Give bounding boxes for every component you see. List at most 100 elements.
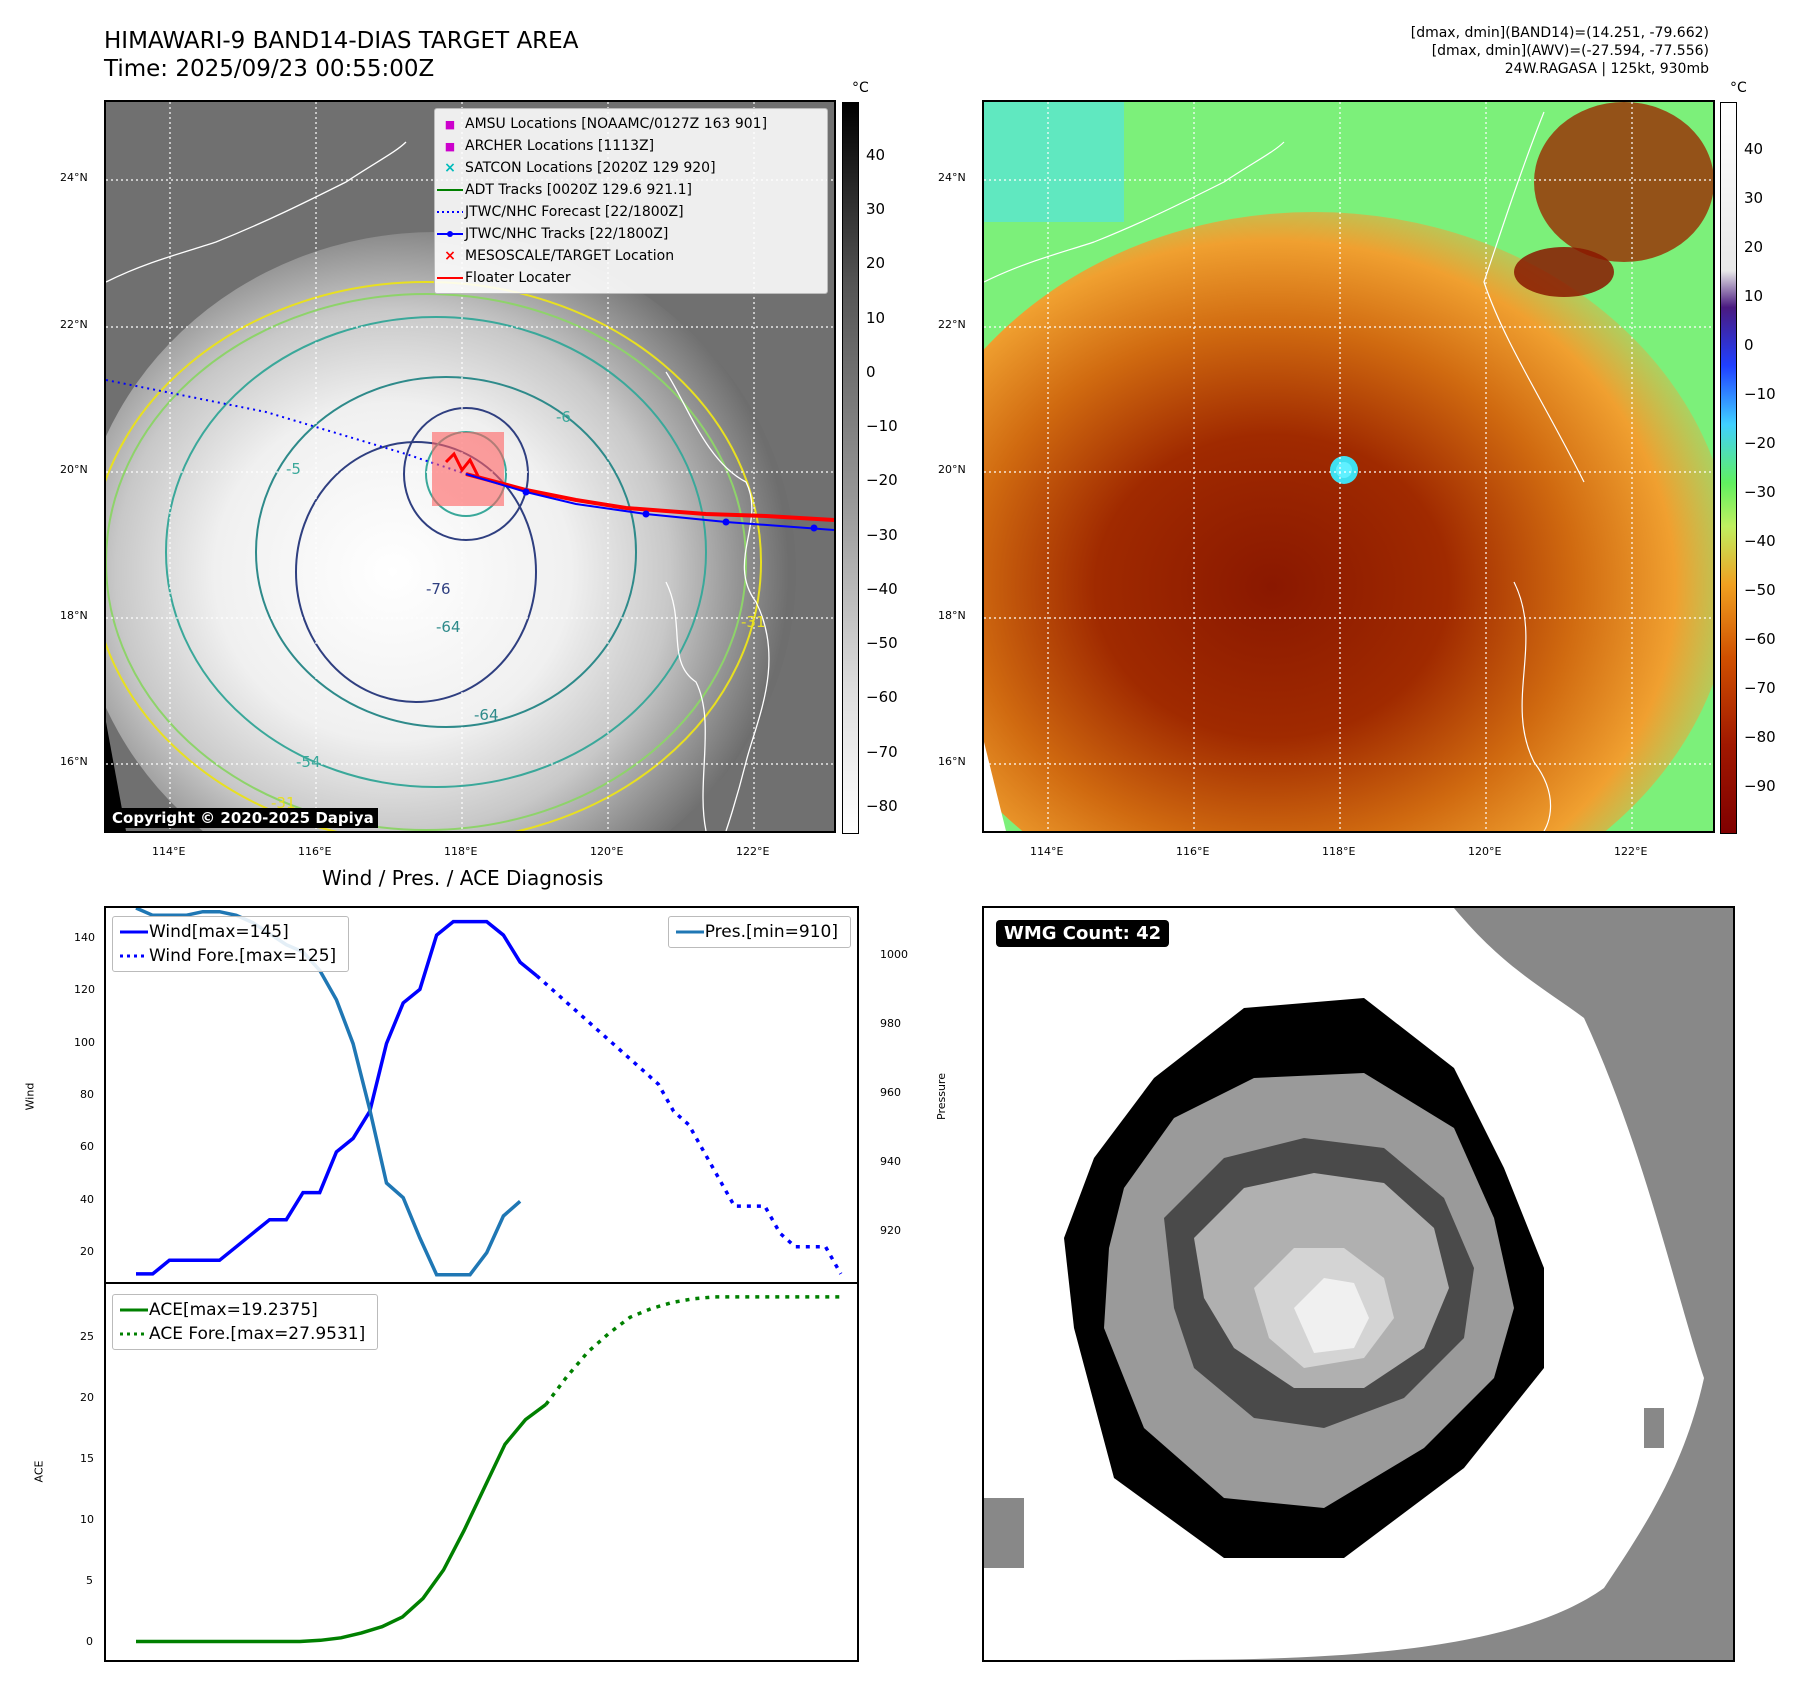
colorbar-tick: 30 — [866, 200, 886, 218]
contour-label: -6 — [556, 408, 571, 426]
colorbar-tick: 20 — [866, 254, 886, 272]
legend-marker: ■ — [444, 117, 456, 131]
pressure-tick: 1000 — [880, 948, 908, 961]
legend-marker — [119, 953, 149, 959]
contour-label: -54 — [296, 753, 321, 771]
colorbar-tick: 10 — [1744, 287, 1764, 305]
colorbar-tick: −60 — [1744, 630, 1776, 648]
lon-label: 118°E — [444, 845, 478, 858]
colorbar-gray — [842, 102, 859, 834]
colorbar-tick: 0 — [1744, 336, 1754, 354]
lat-label: 24°N — [938, 171, 966, 184]
ace-panel: ACE[max=19.2375] ACE Fore.[max=27.9531] — [104, 1282, 859, 1662]
contour-label: -31 — [741, 613, 766, 631]
legend-item-jtwc: JTWC/NHC Tracks [22/1800Z] — [435, 223, 827, 245]
jtwc-track — [465, 473, 834, 531]
pressure-legend-label: Pres.[min=910] — [704, 922, 838, 942]
colorbar-tick: −50 — [1744, 581, 1776, 599]
lon-label: 120°E — [1468, 845, 1502, 858]
colorbar-tick: 30 — [1744, 189, 1764, 207]
lat-label: 16°N — [938, 755, 966, 768]
ace-tick: 25 — [80, 1330, 94, 1343]
colorbar-tick: 0 — [866, 363, 876, 381]
contour-label: -76 — [426, 580, 451, 598]
wind-tick: 140 — [74, 931, 95, 944]
pressure-tick: 940 — [880, 1155, 901, 1168]
legend-marker: ■ — [444, 139, 456, 153]
legend-marker — [119, 1307, 149, 1313]
wind-axis-label: Wind — [23, 1082, 37, 1111]
title-line-2: Time: 2025/09/23 00:55:00Z — [104, 56, 435, 82]
lat-label: 22°N — [60, 318, 88, 331]
color-map-grid — [984, 102, 1713, 831]
colorbar-tick: −60 — [866, 688, 898, 706]
contour-label: -64 — [436, 618, 461, 636]
colorbar-tick: −30 — [1744, 483, 1776, 501]
legend-item-amsu: ■ AMSU Locations [NOAAMC/0127Z 163 901] — [435, 113, 827, 135]
lon-label: 116°E — [1176, 845, 1210, 858]
colorbar-color — [1720, 102, 1737, 834]
colorbar-tick: −80 — [1744, 728, 1776, 746]
pressure-line — [135, 908, 522, 1277]
lat-label: 20°N — [938, 463, 966, 476]
ir-map-panel[interactable]: -76 -64 -64 -54 -31 -31 -5 -6 ■ AMSU Loca… — [104, 100, 836, 833]
lat-label: 22°N — [938, 318, 966, 331]
color-ir-map-panel[interactable] — [982, 100, 1715, 833]
colorbar-tick: −50 — [866, 634, 898, 652]
pressure-tick: 980 — [880, 1017, 901, 1030]
ace-tick: 20 — [80, 1391, 94, 1404]
storm-info: 24W.RAGASA | 125kt, 930mb — [1504, 61, 1709, 77]
lon-label: 122°E — [1614, 845, 1648, 858]
colorbar-tick: −70 — [1744, 679, 1776, 697]
wind-tick: 20 — [80, 1245, 94, 1258]
copyright-label: Copyright © 2020-2025 Dapiya — [108, 808, 378, 828]
colorbar-tick: 10 — [866, 309, 886, 327]
ace-line — [136, 1402, 548, 1644]
ace-tick: 15 — [80, 1452, 94, 1465]
stats-awv: [dmax, dmin](AWV)=(-27.594, -77.556) — [1431, 43, 1709, 59]
contour-label: -5 — [286, 460, 301, 478]
lat-label: 24°N — [60, 171, 88, 184]
stats-block: [dmax, dmin](BAND14)=(14.251, -79.662) [… — [1411, 24, 1709, 78]
lon-label: 114°E — [152, 845, 186, 858]
wind-tick: 100 — [74, 1036, 95, 1049]
wind-pressure-chart — [135, 908, 843, 1277]
pressure-tick: 960 — [880, 1086, 901, 1099]
colorbar-tick: 20 — [1744, 238, 1764, 256]
wind-tick: 120 — [74, 983, 95, 996]
wind-pressure-panel: Wind[max=145] Wind Fore.[max=125] Pres.[… — [104, 906, 859, 1284]
ace-forecast-line — [544, 1295, 840, 1406]
wind-tick: 60 — [80, 1140, 94, 1153]
legend-item-adt: ADT Tracks [0020Z 129.6 921.1] — [435, 179, 827, 201]
pressure-tick: 920 — [880, 1224, 901, 1237]
legend-marker — [435, 275, 465, 281]
colorbar-color-unit: °C — [1730, 80, 1747, 96]
colorbar-tick: −30 — [866, 526, 898, 544]
colorbar-tick: −90 — [1744, 777, 1776, 795]
wind-fore-legend-label: Wind Fore.[max=125] — [149, 946, 337, 966]
colorbar-tick: −80 — [866, 797, 898, 815]
legend-marker — [435, 187, 465, 193]
legend-marker — [675, 929, 705, 935]
ace-tick: 0 — [86, 1635, 93, 1648]
wind-tick: 80 — [80, 1088, 94, 1101]
legend-marker — [119, 1331, 149, 1337]
lon-label: 114°E — [1030, 845, 1064, 858]
colorbar-tick: −70 — [866, 743, 898, 761]
wmg-image — [984, 908, 1733, 1660]
ace-tick: 5 — [86, 1574, 93, 1587]
wind-legend: Wind[max=145] Wind Fore.[max=125] — [112, 916, 350, 972]
diagnosis-title: Wind / Pres. / ACE Diagnosis — [322, 866, 604, 890]
ace-fore-legend-label: ACE Fore.[max=27.9531] — [149, 1324, 366, 1344]
target-box — [432, 432, 504, 506]
figure-title: HIMAWARI-9 BAND14-DIAS TARGET AREA Time:… — [104, 27, 578, 83]
legend-marker — [435, 230, 465, 238]
contour-label: -64 — [474, 706, 499, 724]
lon-label: 118°E — [1322, 845, 1356, 858]
wmg-count-badge: WMG Count: 42 — [996, 920, 1170, 947]
colorbar-tick: −40 — [1744, 532, 1776, 550]
colorbar-tick: −40 — [866, 580, 898, 598]
pressure-axis-label: Pressure — [934, 1073, 948, 1120]
legend-item-satcon: × SATCON Locations [2020Z 129 920] — [435, 157, 827, 179]
wmg-panel[interactable]: WMG Count: 42 — [982, 906, 1735, 1662]
